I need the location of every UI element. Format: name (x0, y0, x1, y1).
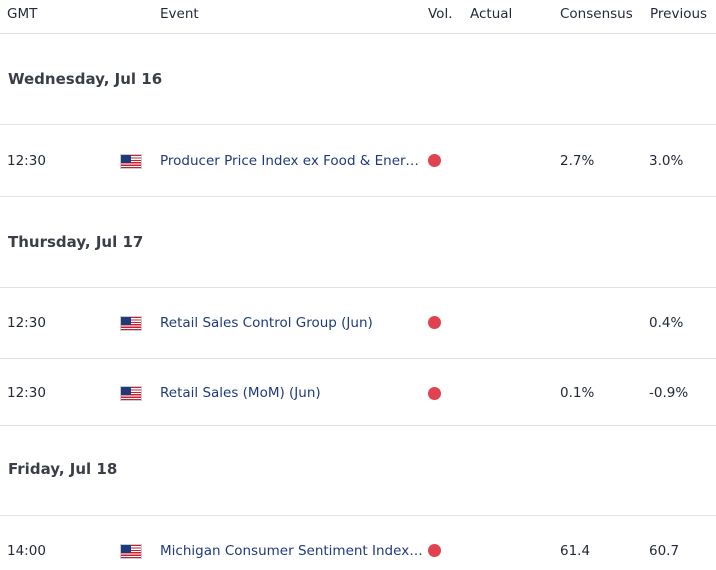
event-time: 12:30 (7, 153, 46, 169)
column-event: Event (160, 6, 199, 22)
us-flag-icon (120, 154, 142, 169)
event-consensus: 61.4 (560, 543, 591, 559)
column-gmt: GMT (7, 6, 38, 22)
event-name-link[interactable]: Michigan Consumer Sentiment Index (Jul) … (160, 543, 426, 559)
day-label: Thursday, Jul 17 (8, 233, 144, 251)
column-vol: Vol. (428, 6, 453, 22)
event-previous: 0.4% (649, 315, 684, 331)
us-flag-icon (120, 544, 142, 559)
column-consensus: Consensus (560, 6, 633, 22)
event-name-link[interactable]: Retail Sales (MoM) (Jun) (160, 385, 321, 401)
event-previous: 60.7 (649, 543, 680, 559)
day-header-friday: Friday, Jul 18 (0, 426, 716, 516)
us-flag-icon (120, 386, 142, 401)
column-actual: Actual (470, 6, 513, 22)
day-label: Wednesday, Jul 16 (8, 70, 163, 88)
event-time: 12:30 (7, 315, 46, 331)
event-name-link[interactable]: Retail Sales Control Group (Jun) (160, 315, 373, 331)
event-row[interactable]: 12:30 Producer Price Index ex Food & Ene… (0, 125, 716, 197)
event-name-link[interactable]: Producer Price Index ex Food & Energy (Y… (160, 153, 426, 169)
column-previous: Previous (650, 6, 708, 22)
event-consensus: 2.7% (560, 153, 595, 169)
event-time: 12:30 (7, 385, 46, 401)
day-header-wednesday: Wednesday, Jul 16 (0, 34, 716, 125)
high-volatility-dot-icon (428, 316, 441, 329)
event-row[interactable]: 12:30 Retail Sales (MoM) (Jun) 0.1% -0.9… (0, 359, 716, 426)
event-previous: 3.0% (649, 153, 684, 169)
event-consensus: 0.1% (560, 385, 595, 401)
calendar-header: GMT Event Vol. Actual Consensus Previous (0, 0, 716, 34)
event-row[interactable]: 14:00 Michigan Consumer Sentiment Index … (0, 516, 716, 570)
event-row[interactable]: 12:30 Retail Sales Control Group (Jun) 0… (0, 288, 716, 359)
high-volatility-dot-icon (428, 387, 441, 400)
us-flag-icon (120, 316, 142, 331)
day-header-thursday: Thursday, Jul 17 (0, 197, 716, 288)
high-volatility-dot-icon (428, 544, 441, 557)
event-time: 14:00 (7, 543, 46, 559)
day-label: Friday, Jul 18 (8, 460, 118, 478)
event-previous: -0.9% (649, 385, 689, 401)
high-volatility-dot-icon (428, 154, 441, 167)
